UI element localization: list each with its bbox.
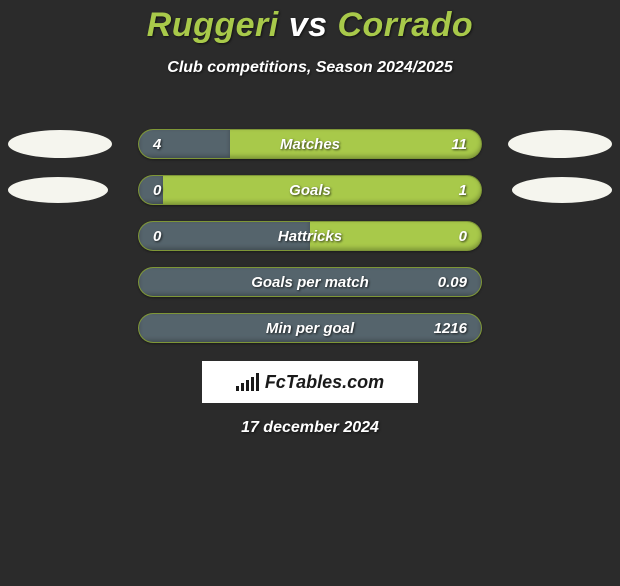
stat-bar: 4Matches11 [138,129,482,159]
stat-bar: Goals per match0.09 [138,267,482,297]
stat-row: Min per goal1216 [0,313,620,343]
stat-value-right: 0.09 [438,268,467,296]
stat-row: 0Goals1 [0,175,620,205]
team-badge-left [8,177,108,203]
team-badge-left [8,130,112,158]
date-text: 17 december 2024 [0,419,620,437]
stat-bar: Min per goal1216 [138,313,482,343]
stat-row: 0Hattricks0 [0,221,620,251]
logo-text: FcTables.com [265,372,384,393]
stat-value-right: 11 [451,130,467,158]
player2-name: Corrado [337,6,473,44]
team-badge-right [512,177,612,203]
stats-container: 4Matches110Goals10Hattricks0Goals per ma… [0,129,620,343]
stat-bar: 0Goals1 [138,175,482,205]
subtitle: Club competitions, Season 2024/2025 [0,59,620,77]
stat-row: 4Matches11 [0,129,620,159]
stat-row: Goals per match0.09 [0,267,620,297]
stat-label: Min per goal [139,314,481,342]
team-badge-right [508,130,612,158]
stat-label: Hattricks [139,222,481,250]
logo-box: FcTables.com [202,361,418,403]
vs-text: vs [289,6,328,44]
stat-value-right: 0 [459,222,467,250]
stat-value-right: 1216 [434,314,467,342]
logo-chart-icon [236,373,259,391]
player1-name: Ruggeri [147,6,279,44]
stat-label: Goals per match [139,268,481,296]
stat-label: Matches [139,130,481,158]
stat-bar: 0Hattricks0 [138,221,482,251]
comparison-title: Ruggeri vs Corrado [0,6,620,45]
stat-value-right: 1 [459,176,467,204]
stat-label: Goals [139,176,481,204]
